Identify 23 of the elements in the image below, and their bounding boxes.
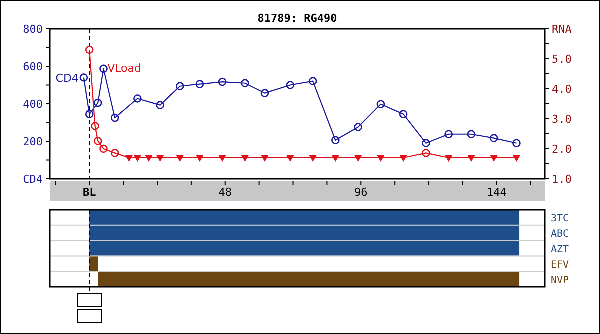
- chart-title: 81789: RG490: [258, 12, 338, 25]
- y2-tick-label: 5.0: [552, 53, 572, 66]
- y2-tick-label: 2.0: [552, 143, 572, 156]
- y-tick-label: CD4: [23, 173, 44, 186]
- x-tick-label: 96: [354, 186, 368, 199]
- y-tick-label: 3TC: [551, 214, 570, 225]
- y-tick-label: 200: [23, 136, 43, 148]
- y2-tick-label: 1.0: [552, 173, 572, 186]
- y-tick-label: 800: [23, 23, 43, 36]
- y2-tick-label: RNA: [552, 23, 572, 36]
- y2-tick-label: 3.0: [552, 113, 572, 126]
- y-tick-label: ABC: [551, 229, 570, 240]
- y-tick-label: 600: [23, 60, 43, 74]
- x-tick-label: 48: [218, 186, 232, 199]
- y-tick-label: AZT: [551, 244, 570, 256]
- y-tick-label: EFV: [551, 260, 570, 271]
- y-tick-label: 400: [23, 98, 43, 111]
- x-tick-label: 144: [486, 186, 508, 199]
- series-label: VLoad: [108, 62, 142, 75]
- series-label: CD4: [56, 72, 79, 85]
- x-tick-label: BL: [82, 186, 97, 199]
- y-tick-label: NVP: [551, 275, 570, 286]
- y2-tick-label: 4.0: [552, 83, 572, 96]
